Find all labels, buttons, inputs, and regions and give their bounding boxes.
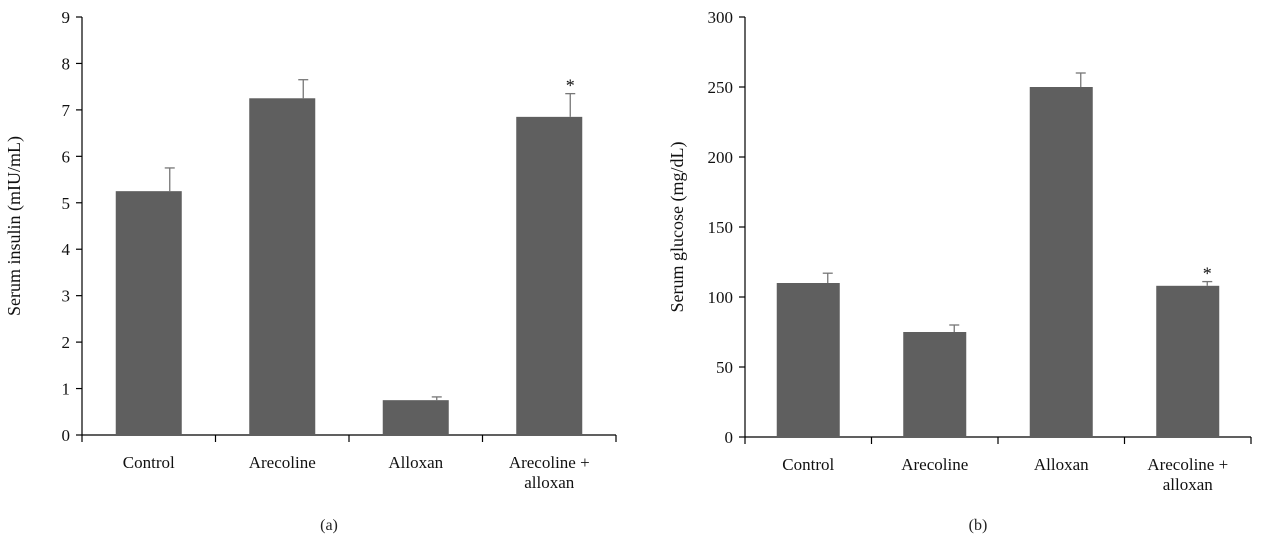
bar (1156, 285, 1220, 437)
y-tick-label: 5 (62, 194, 71, 213)
x-category-label: Arecoline (249, 453, 316, 472)
x-category-label: Alloxan (1034, 455, 1089, 474)
significance-marker: * (1203, 264, 1212, 284)
y-tick-label: 9 (62, 8, 71, 27)
x-category-label: Arecoline + (1147, 455, 1228, 474)
x-category-label: Alloxan (388, 453, 443, 472)
y-tick-label: 3 (62, 287, 71, 306)
insulin-bar-chart: 0 1 2 3 4 5 6 7 8 9 Control Arecoline Alloxan * Arecol… (4, 8, 617, 534)
bar (776, 283, 840, 437)
glucose-bar-chart: 0 50 100 150 200 250 300 Control Arecoline Alloxa… (667, 8, 1252, 534)
bar (903, 332, 967, 437)
chart-panel-b: 0 50 100 150 200 250 300 Control Arecoline Alloxa… (640, 0, 1267, 546)
x-category-label: alloxan (1163, 475, 1214, 494)
y-tick-label: 1 (62, 380, 71, 399)
y-tick-label: 200 (708, 148, 734, 167)
y-tick-label: 4 (62, 240, 71, 259)
x-category-label: Arecoline + (509, 453, 590, 472)
x-category-label: Control (782, 455, 834, 474)
x-category-label: alloxan (524, 473, 575, 492)
bar (115, 191, 182, 435)
y-axis-title: Serum glucose (mg/dL) (667, 142, 688, 313)
y-tick-label: 250 (708, 78, 734, 97)
bar (249, 98, 316, 436)
y-tick-label: 0 (725, 428, 734, 447)
y-tick-label: 300 (708, 8, 734, 27)
x-category-label: Arecoline (901, 455, 968, 474)
chart-panel-a: 0 1 2 3 4 5 6 7 8 9 Control Arecoline Alloxan * Arecol… (0, 0, 625, 546)
y-tick-label: 0 (62, 426, 71, 445)
x-category-label: Control (123, 453, 175, 472)
y-tick-label: 150 (708, 218, 734, 237)
y-tick-label: 50 (716, 358, 733, 377)
bar (382, 400, 449, 435)
y-tick-label: 100 (708, 288, 734, 307)
y-tick-label: 6 (62, 147, 71, 166)
significance-marker: * (566, 76, 575, 96)
y-tick-label: 2 (62, 333, 71, 352)
panel-label: (b) (969, 517, 988, 534)
y-tick-label: 7 (62, 101, 71, 120)
bar (516, 116, 583, 435)
panel-label: (a) (320, 517, 338, 534)
y-tick-label: 8 (62, 54, 71, 73)
bar (1029, 87, 1093, 437)
y-axis-title: Serum insulin (mIU/mL) (4, 136, 25, 316)
